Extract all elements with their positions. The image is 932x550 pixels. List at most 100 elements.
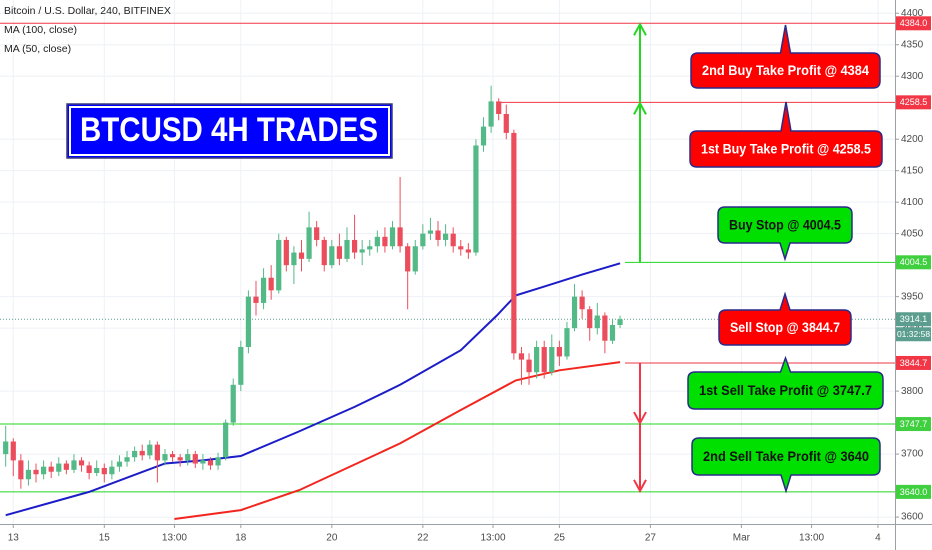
y-tick-label: 4050 [901,228,924,239]
y-tick-label: 4100 [901,197,924,208]
level-tag: 3747.7 [900,419,928,429]
candle-body [412,246,418,272]
candle-body [215,457,221,466]
candle-body [564,328,570,357]
candle-body [389,227,396,247]
candle-body [534,347,540,373]
x-tick-label: Mar [733,533,751,544]
candle-body [443,233,449,240]
candle-body [594,315,600,329]
callout-box [689,101,883,168]
symbol-label: Bitcoin / U.S. Dollar, 240, BITFINEX [4,5,171,17]
plot-area [0,22,895,520]
x-tick-label: 15 [99,533,111,544]
legend-entry: MA (100, close) [4,24,77,36]
candle-body [283,239,289,266]
candle-body [230,384,236,423]
y-tick-label: 3600 [901,512,924,523]
candle-body [132,450,138,458]
candle-body [10,441,16,461]
x-tick-label: 13:00 [799,533,824,544]
chart-title: BTCUSD 4H TRADES [80,111,378,149]
candle-body [25,469,32,480]
countdown: 01:32:58 [897,329,930,339]
candle-body [450,233,456,247]
callout-box [691,437,881,494]
candle-body [526,359,532,373]
candle-body [78,460,85,466]
candle-body [192,454,198,464]
y-tick-label: 3800 [901,386,924,397]
candle-body [465,249,471,253]
x-tick-label: 13 [8,533,20,544]
level-tag: 3640.0 [900,487,928,497]
x-tick-label: 27 [645,533,657,544]
candle-body [367,246,373,250]
candle-body [511,132,517,354]
arrow-head [633,101,647,115]
candle-body [397,227,403,247]
y-tick-label: 3700 [901,449,924,460]
x-tick-label: 13:00 [162,533,187,544]
callout: 1st Sell Take Profit @ 3747.7 [687,355,884,410]
candle-body [3,441,9,455]
candle-body [587,309,593,329]
x-tick-label: 18 [235,533,247,544]
candle-body [518,353,525,360]
candle-body [245,296,252,348]
candle-body [63,463,69,470]
candle-body [94,467,100,473]
candle-body [86,465,92,473]
candle-body [101,467,107,475]
level-tag-bg [896,417,931,432]
last-price-tag: 3914.1 [900,314,928,324]
candle-body [169,454,176,458]
title-box: BTCUSD 4H TRADES [66,103,393,159]
countdown-bg [896,327,931,342]
candle-body [351,239,358,253]
level-tag-bg [896,16,931,31]
ma-line [5,262,621,517]
candle-body [207,460,214,466]
candle-body [374,236,380,247]
x-tick-label: 20 [326,533,338,544]
candle-body [147,444,153,456]
candle-body [177,457,183,461]
candle-body [617,319,623,325]
candle-body [185,454,191,461]
candle-body [154,444,160,461]
candle-body [579,296,585,310]
candle-body [306,227,312,259]
candle-body [602,315,608,341]
candle-body [48,466,54,472]
candle-body [223,422,229,458]
y-tick-label: 4150 [901,165,924,176]
level-tag-bg [896,255,931,270]
last-price-tag-bg [896,312,931,327]
x-tick-label: 25 [554,533,566,544]
title-border [69,106,390,156]
level-tag: 3844.7 [900,358,928,368]
candle-body [405,246,411,272]
candle-body [253,296,259,303]
candle-body [473,145,479,253]
y-tick-label: 4350 [901,39,924,50]
y-tick-label: 4200 [901,134,924,145]
callout-text: 2nd Sell Take Profit @ 3640 [703,448,869,464]
arrow-head [633,411,647,426]
candle-body [56,463,62,472]
candle-body [420,233,426,247]
candle-body [18,460,24,480]
candle-body [503,113,509,133]
candle-body [162,454,168,461]
y-tick-label: 4300 [901,71,924,82]
x-tick-label: 4 [875,533,881,544]
candle-body [268,277,274,291]
candle-body [382,236,388,247]
candle-body [344,239,350,259]
candle-body [116,461,123,467]
candle-body [336,246,343,259]
candle-body [314,227,320,240]
